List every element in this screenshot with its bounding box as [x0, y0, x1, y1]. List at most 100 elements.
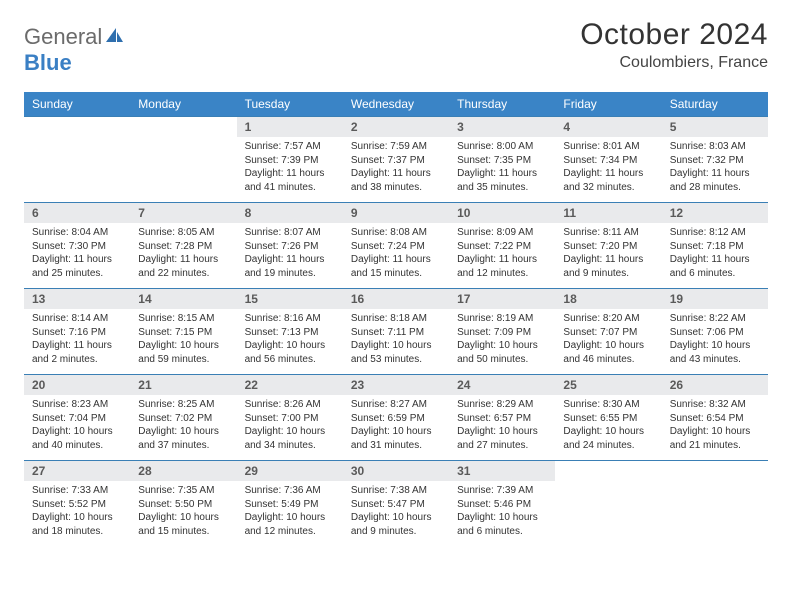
day-number: 19 — [662, 289, 768, 309]
sunrise-text: Sunrise: 7:38 AM — [351, 484, 441, 498]
calendar-cell: 4Sunrise: 8:01 AMSunset: 7:34 PMDaylight… — [555, 117, 661, 203]
weekday-header: Tuesday — [237, 92, 343, 117]
sunrise-text: Sunrise: 8:29 AM — [457, 398, 547, 412]
day-details: Sunrise: 8:26 AMSunset: 7:00 PMDaylight:… — [237, 395, 343, 456]
sunset-text: Sunset: 6:55 PM — [563, 412, 653, 426]
calendar-cell: 15Sunrise: 8:16 AMSunset: 7:13 PMDayligh… — [237, 289, 343, 375]
daylight-text: and 24 minutes. — [563, 439, 653, 453]
daylight-text: and 53 minutes. — [351, 353, 441, 367]
sunset-text: Sunset: 7:28 PM — [138, 240, 228, 254]
daylight-text: Daylight: 10 hours — [32, 511, 122, 525]
day-details: Sunrise: 7:35 AMSunset: 5:50 PMDaylight:… — [130, 481, 236, 542]
daylight-text: and 43 minutes. — [670, 353, 760, 367]
sunrise-text: Sunrise: 8:15 AM — [138, 312, 228, 326]
sunset-text: Sunset: 7:18 PM — [670, 240, 760, 254]
daylight-text: and 32 minutes. — [563, 181, 653, 195]
day-number: 11 — [555, 203, 661, 223]
calendar-cell: 16Sunrise: 8:18 AMSunset: 7:11 PMDayligh… — [343, 289, 449, 375]
daylight-text: Daylight: 10 hours — [351, 425, 441, 439]
sunset-text: Sunset: 7:20 PM — [563, 240, 653, 254]
sunrise-text: Sunrise: 8:09 AM — [457, 226, 547, 240]
day-details: Sunrise: 7:36 AMSunset: 5:49 PMDaylight:… — [237, 481, 343, 542]
daylight-text: Daylight: 10 hours — [138, 339, 228, 353]
sunrise-text: Sunrise: 7:35 AM — [138, 484, 228, 498]
day-number: 12 — [662, 203, 768, 223]
daylight-text: and 38 minutes. — [351, 181, 441, 195]
sunrise-text: Sunrise: 8:04 AM — [32, 226, 122, 240]
daylight-text: and 34 minutes. — [245, 439, 335, 453]
day-number: 7 — [130, 203, 236, 223]
daylight-text: and 37 minutes. — [138, 439, 228, 453]
day-details: Sunrise: 7:33 AMSunset: 5:52 PMDaylight:… — [24, 481, 130, 542]
calendar-cell: 20Sunrise: 8:23 AMSunset: 7:04 PMDayligh… — [24, 375, 130, 461]
day-number: 9 — [343, 203, 449, 223]
day-number: 16 — [343, 289, 449, 309]
calendar-table: SundayMondayTuesdayWednesdayThursdayFrid… — [24, 92, 768, 547]
day-number: 13 — [24, 289, 130, 309]
sunset-text: Sunset: 5:49 PM — [245, 498, 335, 512]
day-number: 4 — [555, 117, 661, 137]
day-details: Sunrise: 8:15 AMSunset: 7:15 PMDaylight:… — [130, 309, 236, 370]
sunset-text: Sunset: 7:35 PM — [457, 154, 547, 168]
daylight-text: and 15 minutes. — [351, 267, 441, 281]
daylight-text: Daylight: 10 hours — [138, 425, 228, 439]
day-number: 26 — [662, 375, 768, 395]
sunset-text: Sunset: 7:32 PM — [670, 154, 760, 168]
day-details: Sunrise: 8:07 AMSunset: 7:26 PMDaylight:… — [237, 223, 343, 284]
daylight-text: Daylight: 10 hours — [32, 425, 122, 439]
day-number: 20 — [24, 375, 130, 395]
calendar-cell: 31Sunrise: 7:39 AMSunset: 5:46 PMDayligh… — [449, 461, 555, 547]
daylight-text: Daylight: 10 hours — [563, 339, 653, 353]
daylight-text: and 41 minutes. — [245, 181, 335, 195]
calendar-cell: 22Sunrise: 8:26 AMSunset: 7:00 PMDayligh… — [237, 375, 343, 461]
sunrise-text: Sunrise: 8:05 AM — [138, 226, 228, 240]
sunrise-text: Sunrise: 8:22 AM — [670, 312, 760, 326]
daylight-text: Daylight: 10 hours — [245, 339, 335, 353]
sunrise-text: Sunrise: 7:33 AM — [32, 484, 122, 498]
calendar-cell: 1Sunrise: 7:57 AMSunset: 7:39 PMDaylight… — [237, 117, 343, 203]
sunrise-text: Sunrise: 8:11 AM — [563, 226, 653, 240]
day-details: Sunrise: 8:30 AMSunset: 6:55 PMDaylight:… — [555, 395, 661, 456]
calendar-cell — [662, 461, 768, 547]
day-number: 29 — [237, 461, 343, 481]
sunrise-text: Sunrise: 8:27 AM — [351, 398, 441, 412]
day-number: 1 — [237, 117, 343, 137]
day-details: Sunrise: 8:22 AMSunset: 7:06 PMDaylight:… — [662, 309, 768, 370]
sunrise-text: Sunrise: 7:36 AM — [245, 484, 335, 498]
day-number: 28 — [130, 461, 236, 481]
brand-part1: General — [24, 24, 102, 49]
day-number: 22 — [237, 375, 343, 395]
daylight-text: and 6 minutes. — [457, 525, 547, 539]
calendar-cell: 29Sunrise: 7:36 AMSunset: 5:49 PMDayligh… — [237, 461, 343, 547]
brand-logo: General Blue — [24, 18, 124, 76]
calendar-cell: 25Sunrise: 8:30 AMSunset: 6:55 PMDayligh… — [555, 375, 661, 461]
sunrise-text: Sunrise: 8:32 AM — [670, 398, 760, 412]
sunset-text: Sunset: 5:50 PM — [138, 498, 228, 512]
daylight-text: Daylight: 11 hours — [563, 167, 653, 181]
daylight-text: Daylight: 10 hours — [245, 511, 335, 525]
daylight-text: Daylight: 11 hours — [351, 253, 441, 267]
day-number: 6 — [24, 203, 130, 223]
calendar-week-row: 27Sunrise: 7:33 AMSunset: 5:52 PMDayligh… — [24, 461, 768, 547]
daylight-text: and 35 minutes. — [457, 181, 547, 195]
day-details: Sunrise: 8:16 AMSunset: 7:13 PMDaylight:… — [237, 309, 343, 370]
daylight-text: Daylight: 11 hours — [138, 253, 228, 267]
calendar-header-row: SundayMondayTuesdayWednesdayThursdayFrid… — [24, 92, 768, 117]
daylight-text: Daylight: 11 hours — [351, 167, 441, 181]
location-text: Coulombiers, France — [580, 54, 768, 72]
sunset-text: Sunset: 7:11 PM — [351, 326, 441, 340]
day-details: Sunrise: 8:08 AMSunset: 7:24 PMDaylight:… — [343, 223, 449, 284]
calendar-cell: 24Sunrise: 8:29 AMSunset: 6:57 PMDayligh… — [449, 375, 555, 461]
daylight-text: Daylight: 11 hours — [32, 253, 122, 267]
sunset-text: Sunset: 7:26 PM — [245, 240, 335, 254]
daylight-text: Daylight: 10 hours — [245, 425, 335, 439]
day-number: 3 — [449, 117, 555, 137]
page-header: General Blue October 2024 Coulombiers, F… — [24, 18, 768, 76]
daylight-text: and 56 minutes. — [245, 353, 335, 367]
day-number: 30 — [343, 461, 449, 481]
weekday-header: Saturday — [662, 92, 768, 117]
daylight-text: and 59 minutes. — [138, 353, 228, 367]
day-details: Sunrise: 8:18 AMSunset: 7:11 PMDaylight:… — [343, 309, 449, 370]
calendar-week-row: 13Sunrise: 8:14 AMSunset: 7:16 PMDayligh… — [24, 289, 768, 375]
daylight-text: and 25 minutes. — [32, 267, 122, 281]
